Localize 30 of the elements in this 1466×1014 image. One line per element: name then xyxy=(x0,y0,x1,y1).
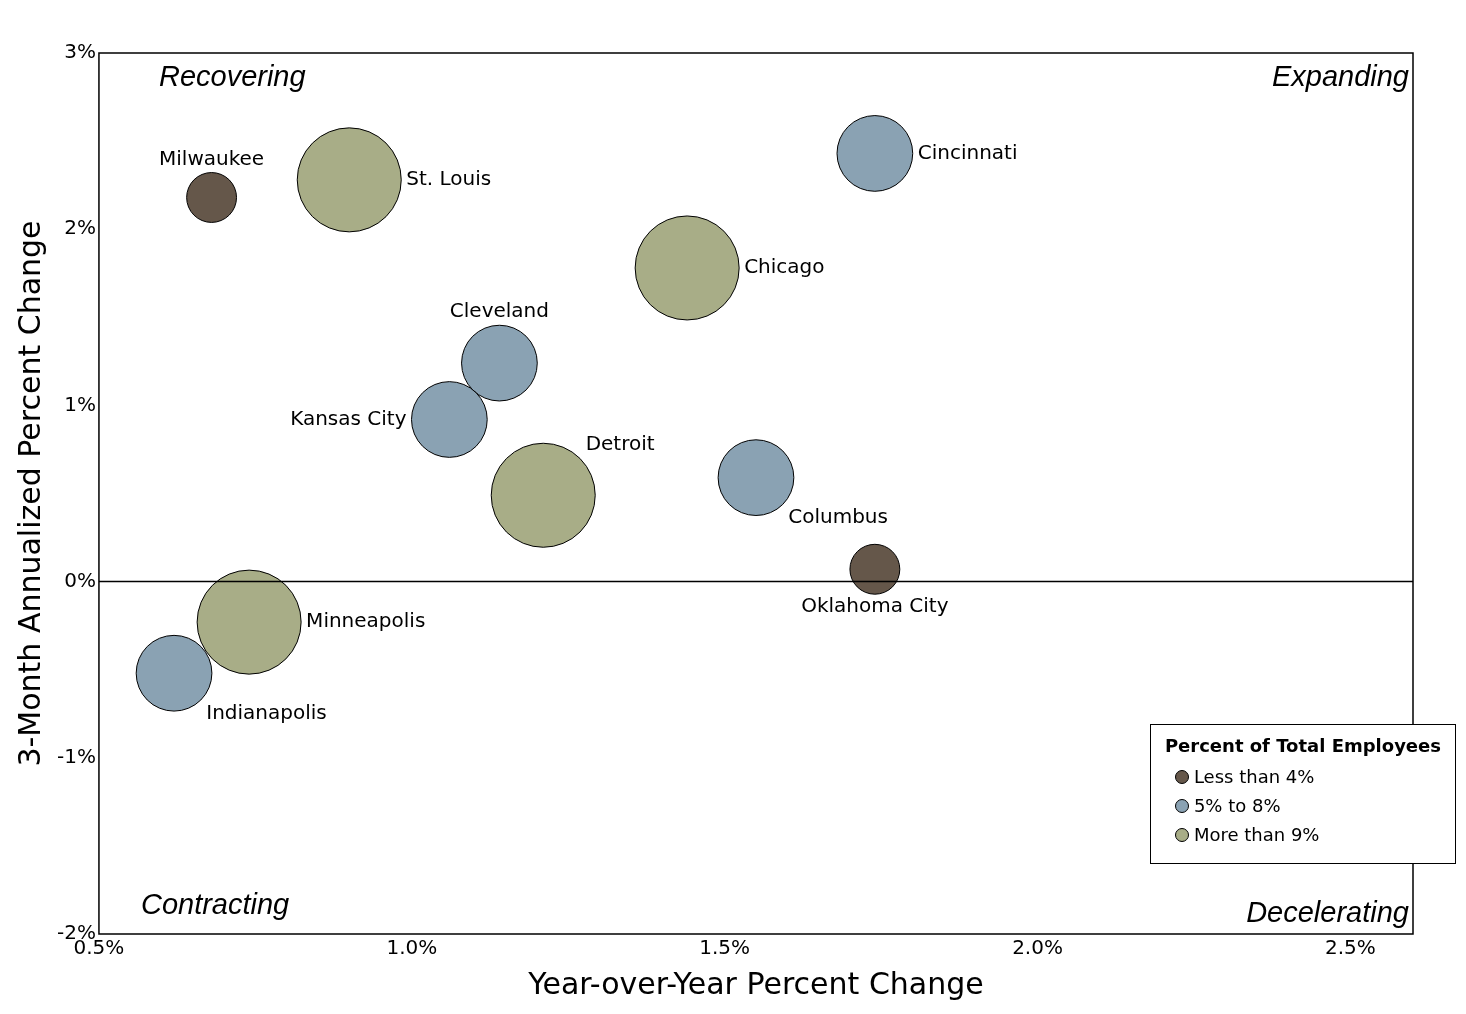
legend-label: 5% to 8% xyxy=(1193,795,1281,816)
y-tick-label: 3% xyxy=(64,39,96,64)
legend-title: Percent of Total Employees xyxy=(1164,735,1441,756)
x-tick-label: 2.5% xyxy=(1325,935,1376,960)
annotation: Decelerating xyxy=(1246,895,1409,928)
legend-label: Less than 4% xyxy=(1193,766,1315,787)
x-tick-label: 1.5% xyxy=(699,935,751,960)
annotation: Oklahoma City xyxy=(801,593,949,618)
annotation: Milwaukee xyxy=(159,145,265,170)
annotation: Minneapolis xyxy=(306,608,426,633)
annotation: Cleveland xyxy=(449,298,549,323)
annotation: Columbus xyxy=(788,504,888,529)
y-tick-label: 2% xyxy=(64,215,96,240)
y-tick-label: -1% xyxy=(56,744,96,768)
legend-label: More than 9% xyxy=(1193,824,1320,845)
annotation: Recovering xyxy=(158,59,306,92)
annotation: St. Louis xyxy=(406,166,492,191)
y-axis-title: 3-Month Annualized Percent Change xyxy=(11,220,47,767)
annotation: Expanding xyxy=(1271,59,1409,92)
annotation: Kansas City xyxy=(290,405,407,430)
x-tick-label: 1.0% xyxy=(386,935,438,960)
y-tick-label: 0% xyxy=(64,567,96,592)
x-axis-title: Year-over-Year Percent Change xyxy=(527,965,984,1001)
annotation: Chicago xyxy=(744,254,825,279)
annotation: Indianapolis xyxy=(206,699,327,724)
x-tick-label: 2.0% xyxy=(1012,935,1063,960)
annotation: Contracting xyxy=(140,887,290,920)
annotation: Cincinnati xyxy=(917,139,1018,164)
y-tick-label: 1% xyxy=(64,391,96,416)
annotation: Detroit xyxy=(585,431,655,456)
